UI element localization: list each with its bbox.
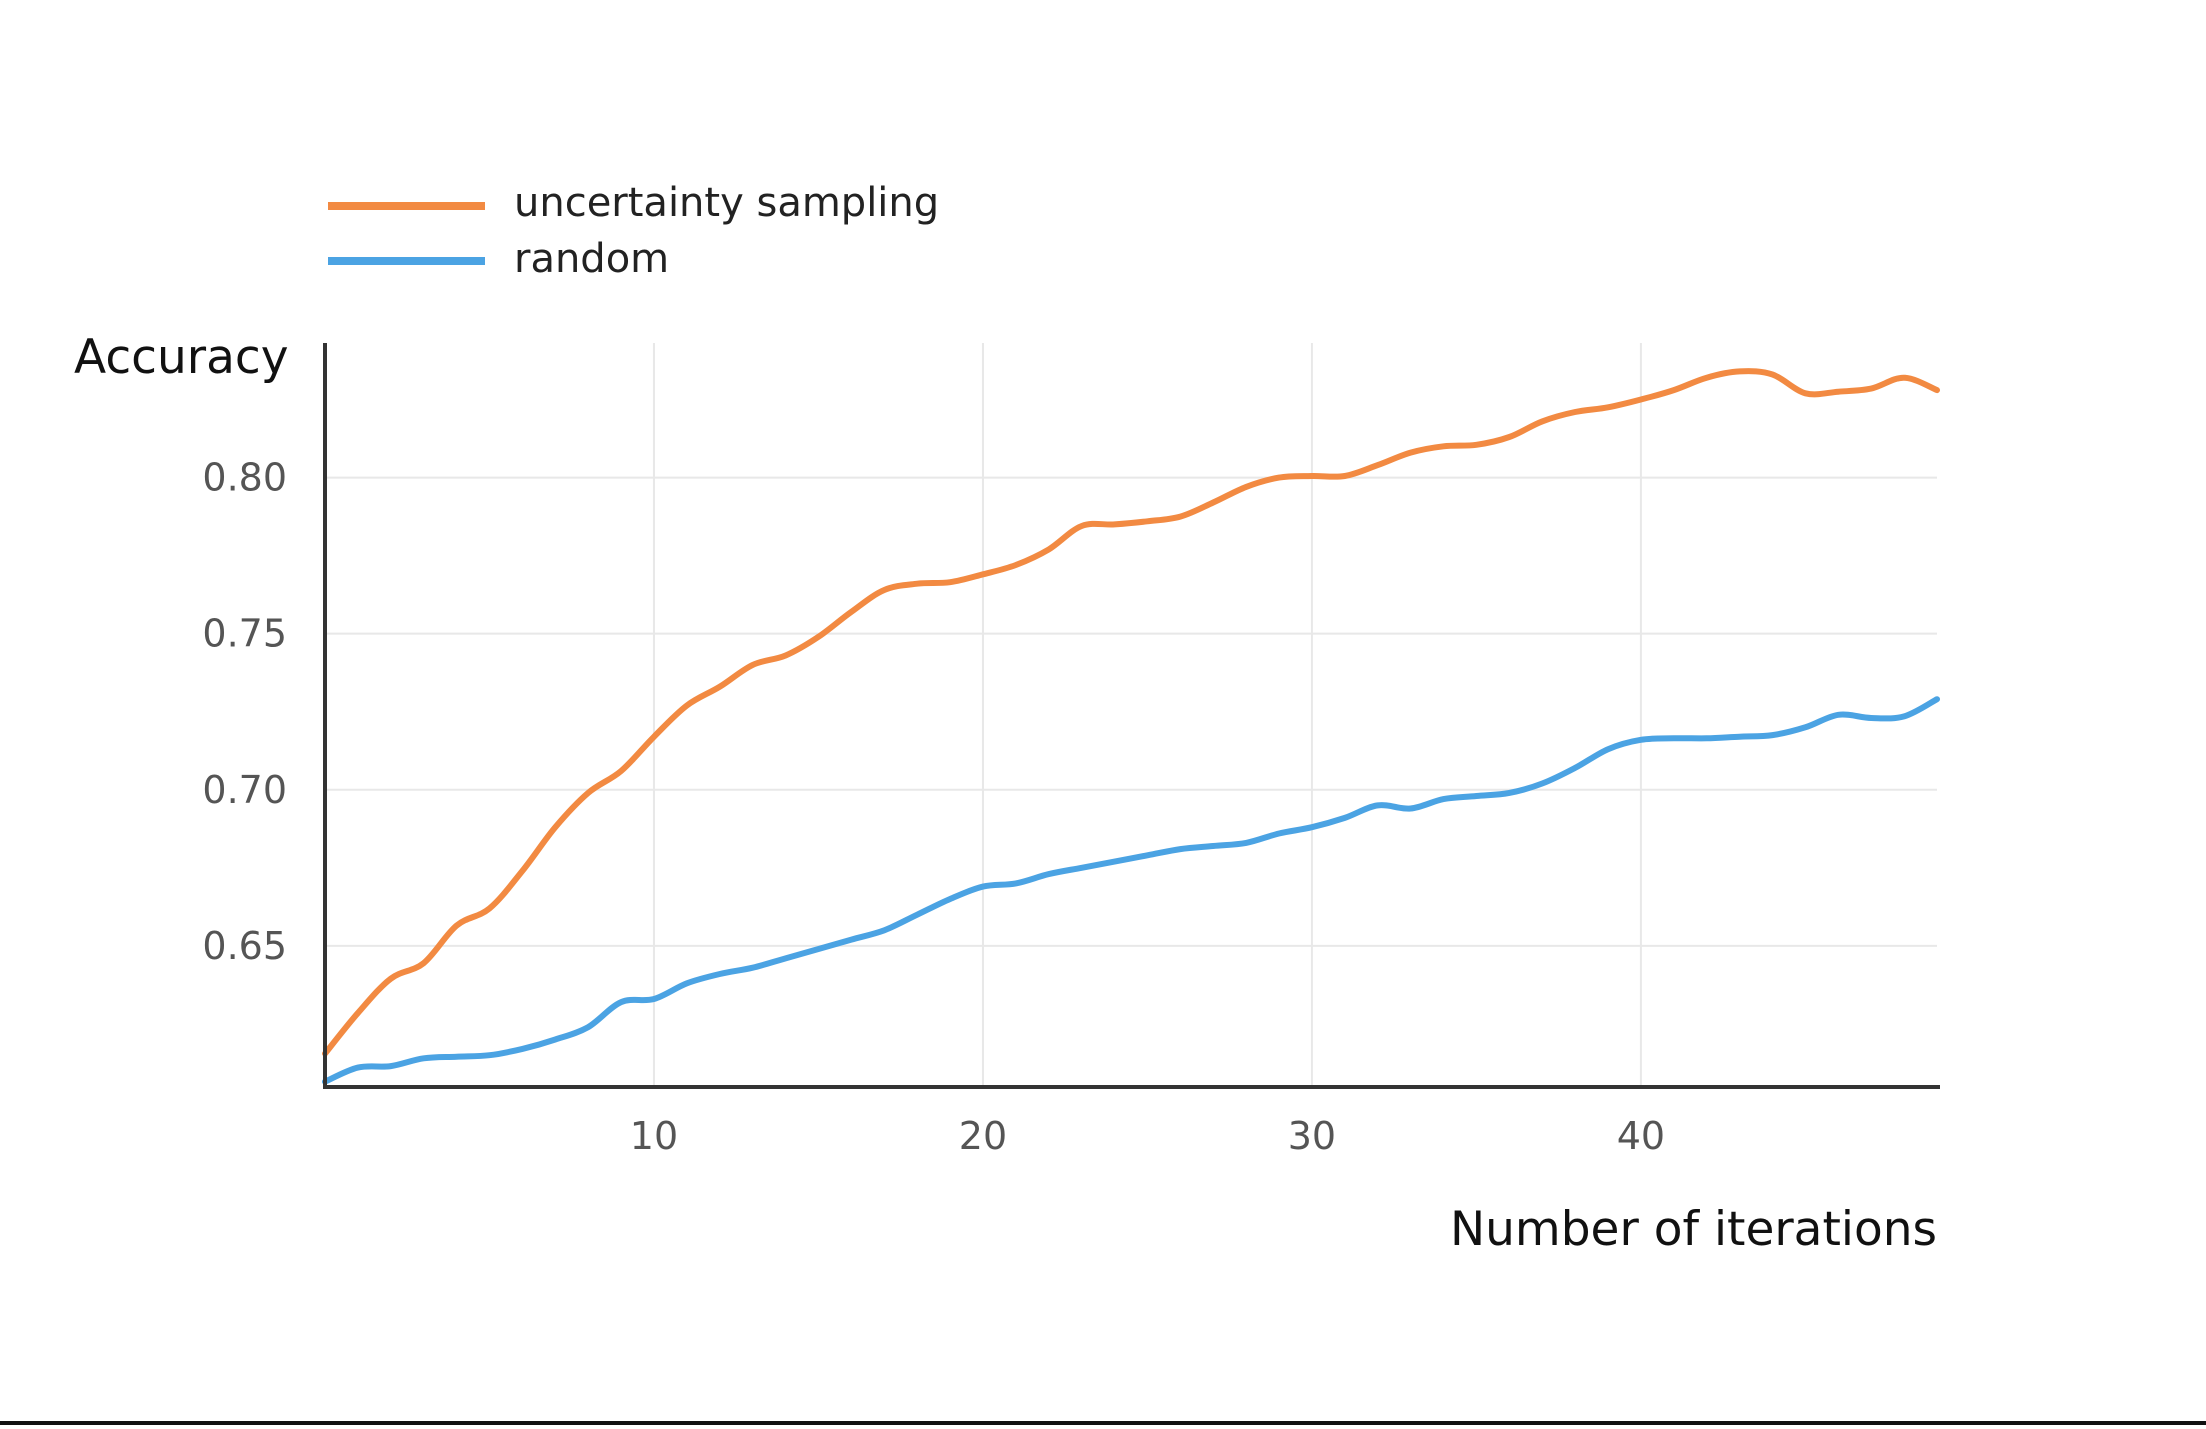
bottom-border: [0, 1421, 2206, 1425]
y-tick-label: 0.75: [202, 612, 287, 656]
tick-labels: 10 20 30 40 0.65 0.70 0.75 0.80: [202, 456, 1665, 1158]
x-tick-label: 20: [959, 1114, 1007, 1158]
y-tick-label: 0.70: [202, 768, 287, 812]
y-tick-label: 0.80: [202, 456, 287, 500]
axes: [323, 343, 1940, 1089]
x-tick-label: 10: [630, 1114, 678, 1158]
series-line-uncertainty-sampling: [322, 368, 1940, 1057]
y-tick-label: 0.65: [202, 924, 287, 968]
legend: uncertainty sampling random: [328, 180, 939, 282]
x-tick-label: 40: [1617, 1114, 1665, 1158]
y-axis-title: Accuracy: [74, 330, 289, 385]
gridlines: [325, 343, 1937, 1087]
series-line-random: [322, 696, 1940, 1085]
x-tick-label: 30: [1288, 1114, 1336, 1158]
x-axis-title: Number of iterations: [1450, 1202, 1937, 1257]
legend-label-uncertainty-sampling: uncertainty sampling: [514, 180, 939, 226]
legend-label-random: random: [514, 236, 669, 282]
series-lines: [322, 368, 1940, 1085]
